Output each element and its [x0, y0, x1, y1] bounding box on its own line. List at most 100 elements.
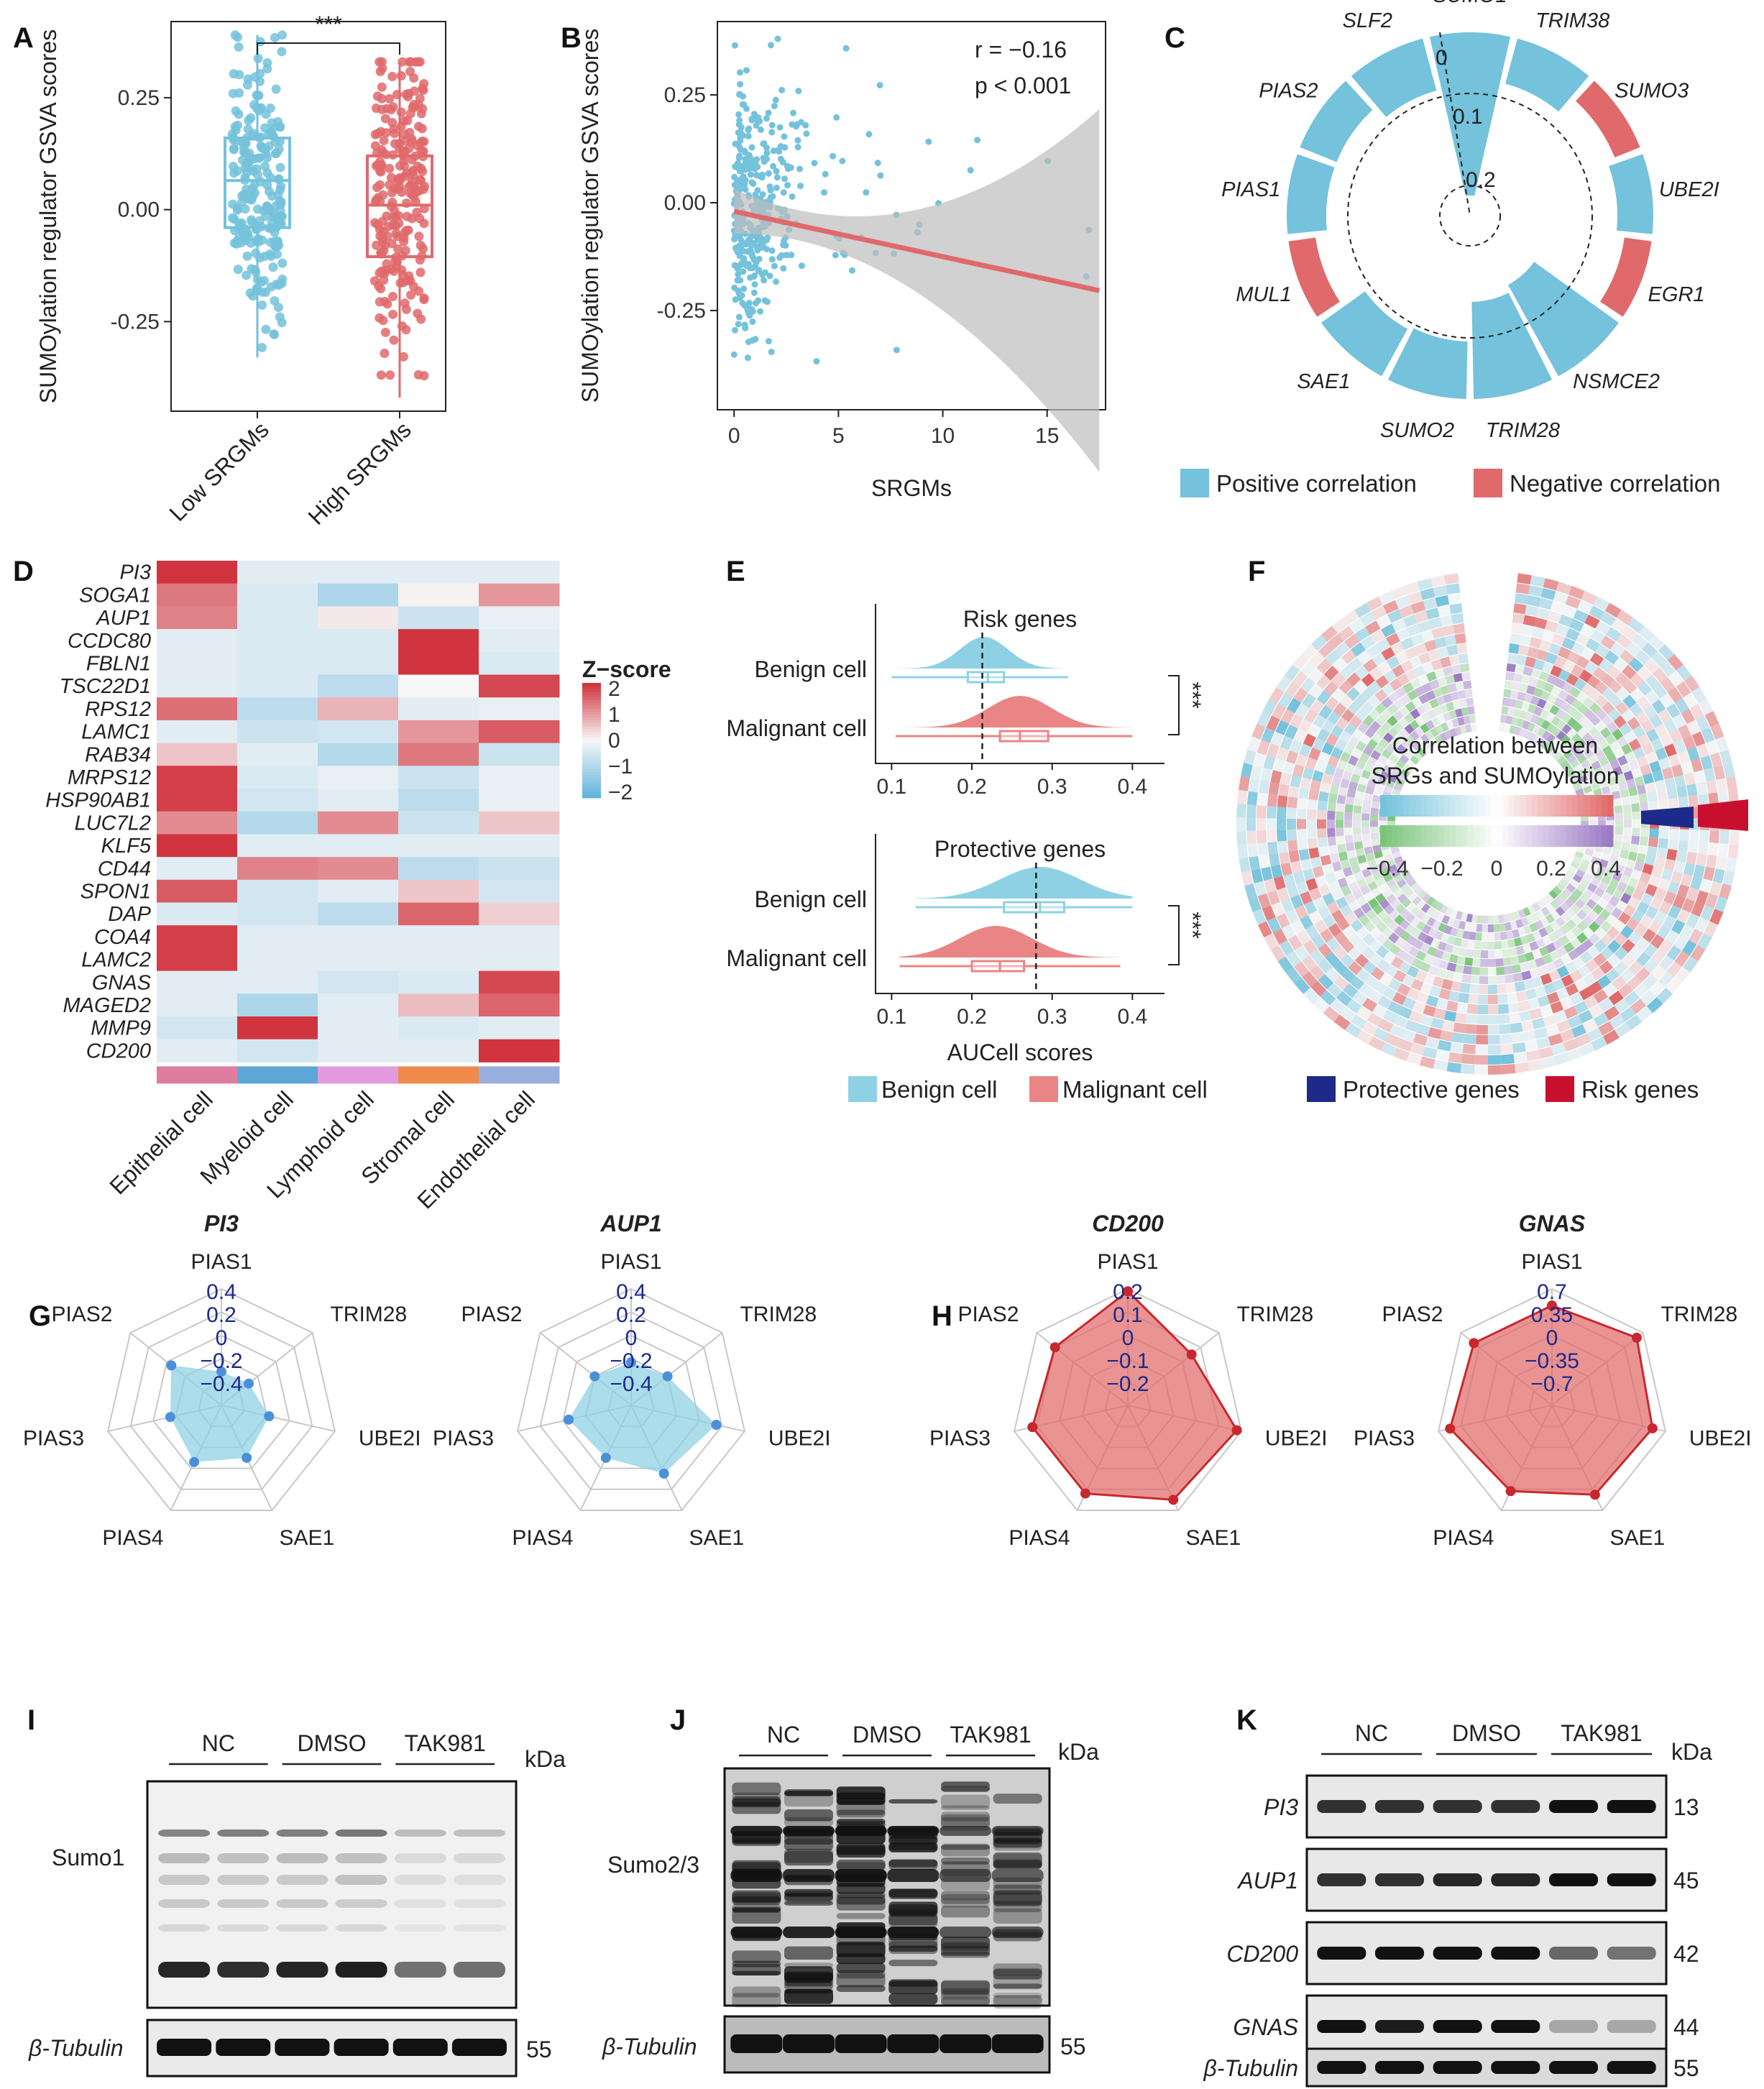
heat-segment [1581, 590, 1598, 605]
colorbar-step [1531, 795, 1538, 817]
colorbar-step [1502, 795, 1509, 817]
heat-segment [1392, 748, 1403, 759]
heat-segment [1482, 924, 1488, 932]
heat-segment [1393, 698, 1405, 710]
heat-segment [1548, 931, 1559, 942]
heat-segment [1282, 761, 1295, 775]
heat-segment [1474, 1055, 1488, 1065]
heat-segment [1360, 687, 1374, 701]
heat-segment [1611, 618, 1627, 634]
heat-segment [1540, 1056, 1556, 1069]
heat-segment [1586, 1027, 1603, 1042]
heat-segment [1705, 893, 1719, 909]
heatmap-cell [157, 789, 238, 812]
heat-segment [1379, 770, 1390, 780]
heat-segment [1349, 900, 1361, 912]
data-point [757, 127, 764, 134]
heat-segment [1609, 783, 1620, 793]
colorbar-step [582, 729, 601, 733]
heat-segment [1416, 1024, 1430, 1037]
heat-segment [1631, 803, 1640, 812]
heat-segment [1538, 927, 1548, 938]
heat-segment [1259, 854, 1270, 869]
gene-label: SAE1 [1297, 370, 1350, 393]
smear [888, 1799, 938, 1804]
heat-segment [1420, 733, 1430, 744]
heat-segment [1581, 904, 1592, 915]
heat-segment [1658, 837, 1669, 849]
heat-segment [1525, 1050, 1541, 1062]
heat-segment [1371, 887, 1382, 898]
heat-segment [1535, 679, 1547, 690]
protective-marker [1641, 807, 1694, 828]
heat-segment [1382, 683, 1395, 697]
heat-segment [1353, 805, 1362, 814]
heat-segment [1395, 937, 1406, 949]
heat-segment [1683, 692, 1699, 709]
risk-marker [1698, 799, 1748, 831]
heat-segment [1239, 857, 1251, 873]
heat-segment [1428, 1027, 1442, 1039]
radar-point [589, 1371, 600, 1382]
radial-bar [1288, 237, 1340, 317]
heatmap-cell [318, 674, 399, 698]
heat-segment [1488, 1044, 1501, 1055]
radar-point [1647, 1423, 1658, 1433]
data-point [389, 335, 399, 345]
heat-segment [1533, 658, 1545, 671]
heat-segment [1433, 706, 1443, 717]
heat-segment [1317, 800, 1328, 811]
heat-segment [1680, 873, 1693, 887]
heat-segment [1488, 950, 1496, 958]
heat-segment [1415, 726, 1425, 738]
heat-segment [1461, 671, 1471, 681]
heat-segment [1453, 673, 1464, 683]
heat-segment [1497, 983, 1507, 994]
heat-segment [1601, 891, 1612, 902]
heat-segment [1521, 1020, 1535, 1032]
smear [993, 1837, 1042, 1847]
heat-segment [1709, 909, 1724, 925]
heat-segment [1676, 909, 1691, 924]
radial-tick: −0.2 [200, 1349, 242, 1373]
smear [941, 1980, 990, 1992]
data-point [798, 262, 805, 270]
heat-segment [1356, 855, 1367, 864]
heat-segment [1566, 673, 1579, 687]
band [453, 1962, 505, 1978]
heat-segment [1406, 987, 1420, 1001]
heat-segment [1346, 789, 1356, 798]
heat-segment [1672, 713, 1686, 729]
heat-segment [1311, 634, 1328, 651]
heat-segment [1325, 696, 1339, 711]
heat-segment [1352, 889, 1364, 900]
heat-segment [1382, 986, 1397, 1001]
heat-segment [1576, 883, 1587, 894]
heat-segment [1460, 663, 1470, 673]
heat-segment [1591, 1036, 1608, 1051]
smear [993, 1839, 1042, 1851]
heat-segment [1361, 701, 1374, 715]
heatmap-cell [237, 857, 318, 881]
colorbar-step [582, 792, 601, 796]
data-point [783, 252, 790, 259]
heat-segment [1260, 767, 1273, 782]
heat-segment [1575, 899, 1586, 909]
heat-segment [1628, 786, 1638, 796]
band [453, 1875, 505, 1885]
data-point [270, 32, 280, 42]
data-point [271, 84, 281, 94]
heat-segment [1614, 827, 1623, 835]
heat-segment [1389, 678, 1402, 692]
heat-segment [1362, 960, 1377, 975]
heat-segment [1620, 925, 1634, 939]
heat-segment [1601, 874, 1612, 885]
stat-text: p < 0.001 [975, 73, 1071, 98]
radar-point [711, 1420, 722, 1431]
heat-segment [1660, 733, 1673, 748]
data-point [378, 190, 388, 200]
data-point [234, 42, 244, 52]
heat-segment [1622, 679, 1637, 694]
heat-segment [1377, 909, 1389, 921]
